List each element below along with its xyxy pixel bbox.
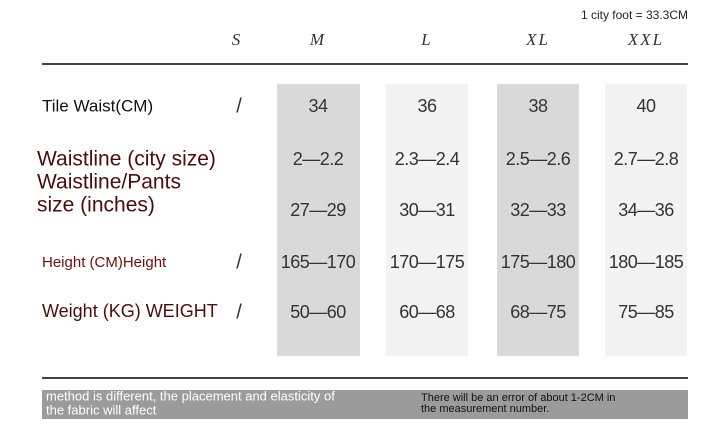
size-value: 40 (636, 96, 656, 116)
size-header: S (232, 30, 243, 49)
size-value: 180—185 (609, 252, 684, 272)
size-value: 2.5—2.6 (506, 149, 571, 169)
size-value: 75—85 (618, 302, 674, 322)
size-value: 34 (308, 96, 328, 116)
size-s-cell: / (236, 301, 242, 323)
size-header: XL (525, 30, 550, 49)
footer-left: the fabric will affect (46, 402, 157, 417)
size-s-cell: / (236, 251, 242, 273)
column-shade (605, 84, 687, 356)
row-label: Height (CM)Height (42, 254, 167, 271)
size-value: 27—29 (290, 200, 346, 220)
footer-bar (42, 390, 688, 419)
size-value: 2—2.2 (293, 149, 344, 169)
column-shade (497, 84, 579, 356)
size-header: M (309, 30, 326, 49)
size-s-cell: / (236, 95, 242, 117)
size-header: L (420, 30, 432, 49)
row-label: size (inches) (37, 194, 155, 217)
size-value: 170—175 (390, 252, 465, 272)
unit-note: 1 city foot = 33.3CM (581, 8, 688, 22)
row-label: Tile Waist(CM) (42, 96, 153, 115)
row-label: Waistline (city size) (37, 148, 216, 171)
row-label: Waistline/Pants (37, 171, 181, 194)
size-value: 34—36 (618, 200, 674, 220)
size-value: 38 (528, 96, 548, 116)
size-value: 36 (417, 96, 437, 116)
size-value: 50—60 (290, 302, 346, 322)
footer-left: method is different, the placement and e… (46, 388, 335, 403)
footer-right: the measurement number. (421, 403, 549, 415)
size-header: XXL (627, 30, 664, 49)
size-value: 2.3—2.4 (395, 149, 460, 169)
size-value: 175—180 (501, 252, 576, 272)
size-value: 2.7—2.8 (614, 149, 679, 169)
size-value: 165—170 (281, 252, 356, 272)
size-value: 32—33 (510, 200, 566, 220)
size-value: 60—68 (399, 302, 455, 322)
footer-right: There will be an error of about 1-2CM in (421, 392, 615, 404)
column-shade (386, 84, 468, 356)
size-value: 30—31 (399, 200, 455, 220)
size-value: 68—75 (510, 302, 566, 322)
column-shade (277, 84, 360, 356)
row-label: Weight (KG) WEIGHT (42, 301, 218, 321)
